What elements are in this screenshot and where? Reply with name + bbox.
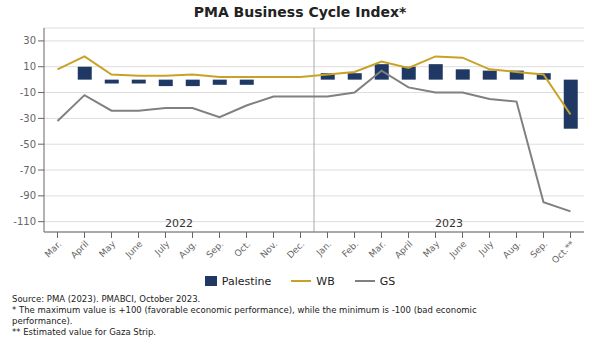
svg-text:-110: -110: [13, 216, 36, 227]
svg-text:Dec.: Dec.: [285, 239, 306, 260]
svg-text:2023: 2023: [435, 217, 463, 230]
svg-text:2022: 2022: [165, 217, 193, 230]
svg-text:July: July: [476, 238, 496, 258]
svg-text:-70: -70: [20, 165, 36, 176]
html-text:WB: WB: [316, 274, 335, 288]
svg-text:Aug.: Aug.: [177, 239, 199, 261]
svg-text:Mar.: Mar.: [43, 239, 64, 260]
svg-text:Mar.: Mar.: [367, 239, 388, 260]
html-text:* The maximum value is +100 (f: * The maximum value is +100 (favorable e…: [12, 305, 477, 315]
svg-text:June: June: [123, 239, 145, 261]
svg-text:30: 30: [23, 35, 36, 46]
svg-text:May: May: [421, 238, 442, 259]
html-text:performance).: performance).: [12, 316, 73, 326]
html-text:Source: PMA (2023). PMABCI, Oc: Source: PMA (2023). PMABCI, October 2023…: [12, 294, 201, 304]
svg-text:Jan.: Jan.: [314, 239, 334, 259]
svg-text:10: 10: [23, 61, 36, 72]
svg-text:May: May: [97, 238, 118, 259]
html-text:PMA Business Cycle Index*: PMA Business Cycle Index*: [193, 4, 407, 20]
svg-text:Sep.: Sep.: [528, 239, 549, 260]
html-text:** Estimated value for Gaza St: ** Estimated value for Gaza Strip.: [12, 327, 156, 337]
svg-text:Aug.: Aug.: [501, 239, 523, 261]
svg-text:Oct.: Oct.: [232, 239, 252, 259]
svg-text:-10: -10: [20, 87, 36, 98]
svg-text:June: June: [447, 239, 469, 261]
svg-text:-30: -30: [20, 113, 36, 124]
svg-text:Feb.: Feb.: [340, 239, 360, 259]
html-text:Palestine: Palestine: [221, 274, 272, 288]
svg-text:Oct.**: Oct.**: [550, 239, 577, 266]
svg-text:-90: -90: [20, 190, 36, 201]
svg-text:-50: -50: [20, 139, 36, 150]
svg-text:Sep.: Sep.: [204, 239, 225, 260]
svg-text:July: July: [152, 238, 172, 258]
svg-text:Nov.: Nov.: [258, 239, 279, 260]
svg-text:April: April: [69, 239, 91, 261]
html-text:GS: GS: [379, 274, 396, 288]
svg-text:April: April: [393, 239, 415, 261]
